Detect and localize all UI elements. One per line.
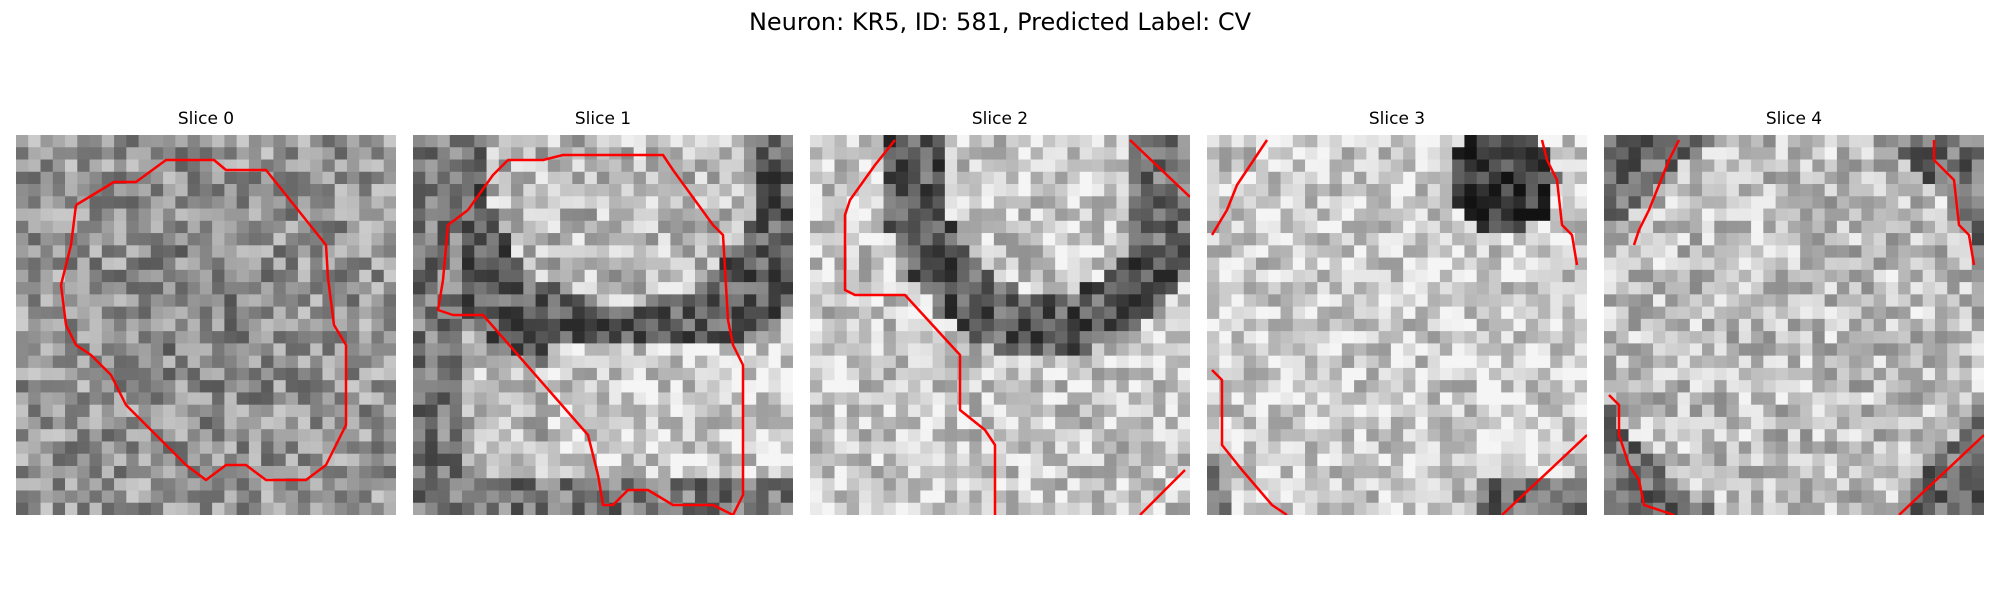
roi-contour xyxy=(1632,139,1681,246)
slice-image-0 xyxy=(16,135,396,515)
figure-title: Neuron: KR5, ID: 581, Predicted Label: C… xyxy=(748,8,1252,36)
roi-contour xyxy=(1501,434,1587,515)
slice-image-2 xyxy=(810,135,1190,515)
slice-title-3: Slice 3 xyxy=(1368,109,1426,129)
slice-title-0: Slice 0 xyxy=(177,109,235,129)
roi-contour xyxy=(1540,139,1579,266)
roi-contour xyxy=(843,139,997,515)
slice-image-1 xyxy=(413,135,793,515)
roi-contour xyxy=(1932,140,1976,266)
slice-title-2: Slice 2 xyxy=(971,109,1029,129)
roi-contour xyxy=(1129,139,1190,198)
slice-image-4 xyxy=(1604,135,1984,515)
grayscale-pixels xyxy=(1207,135,1587,515)
grayscale-pixels xyxy=(1604,135,1984,515)
roi-contour xyxy=(59,158,348,482)
roi-contour xyxy=(1898,434,1984,515)
grayscale-pixels xyxy=(413,135,793,515)
roi-contour xyxy=(1211,369,1288,515)
grayscale-pixels xyxy=(16,135,396,515)
grayscale-pixels xyxy=(810,135,1190,515)
roi-contour xyxy=(1608,394,1675,515)
roi-contour xyxy=(1210,139,1269,236)
roi-contour xyxy=(436,153,745,515)
roi-contour xyxy=(1139,469,1186,515)
slice-title-1: Slice 1 xyxy=(574,109,632,129)
slice-title-4: Slice 4 xyxy=(1765,109,1823,129)
slice-image-3 xyxy=(1207,135,1587,515)
